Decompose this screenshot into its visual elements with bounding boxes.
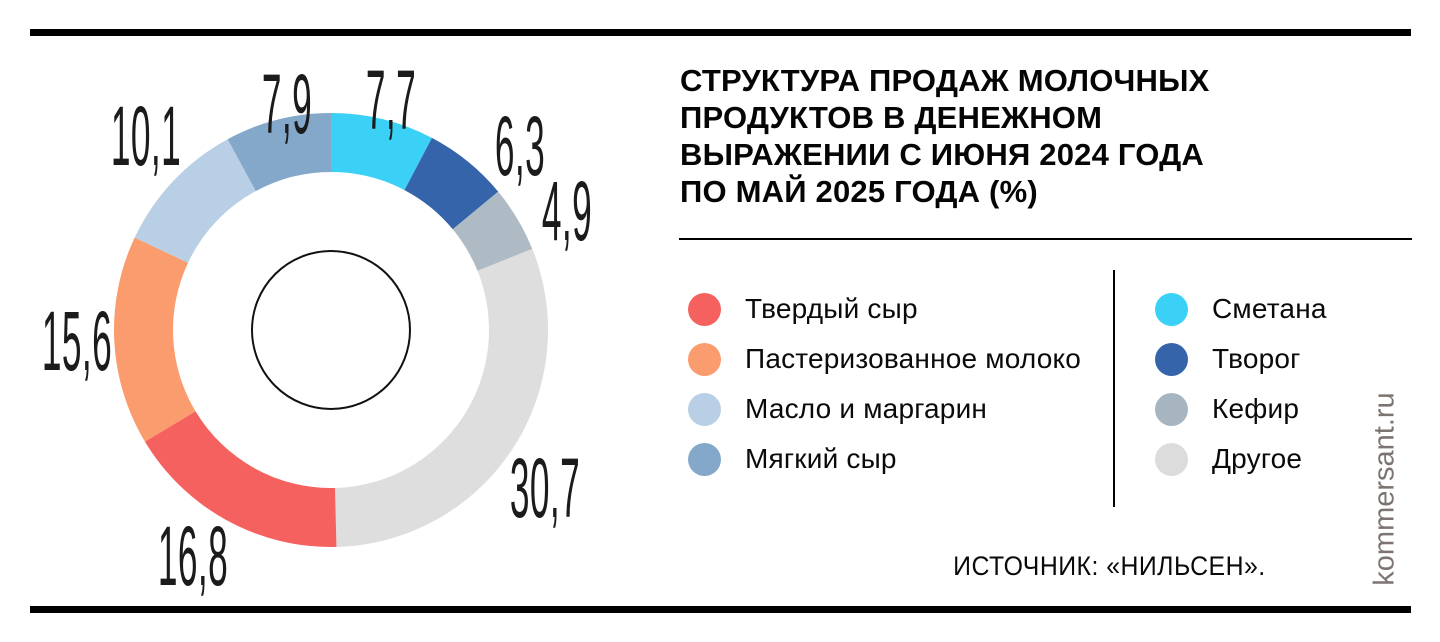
legend-divider <box>1113 270 1115 507</box>
legend-swatch-icon <box>1155 442 1188 476</box>
segment-value-label: 16,8 <box>157 509 229 603</box>
segment-value-label: 6,3 <box>494 99 546 193</box>
title-line-4: ПО МАЙ 2025 ГОДА (%) <box>680 174 1038 209</box>
legend-swatch-icon <box>1155 392 1188 426</box>
chart-title: СТРУКТУРА ПРОДАЖ МОЛОЧНЫХ ПРОДУКТОВ В ДЕ… <box>680 62 1210 210</box>
donut-segment-1 <box>331 113 432 191</box>
legend-column-right: Сметана Творог Кефир Другое <box>1155 284 1327 484</box>
center-circle <box>251 250 411 410</box>
legend-swatch-icon <box>1155 342 1188 376</box>
title-line-3: ВЫРАЖЕНИИ С ИЮНЯ 2024 ГОДА <box>680 137 1204 172</box>
legend-swatch-icon <box>688 342 721 376</box>
legend-column-left: Твердый сыр Пастеризованное молоко Масло и… <box>688 284 1081 484</box>
watermark: kommersant.ru <box>1368 392 1401 586</box>
segment-value-label: 30,7 <box>509 441 581 535</box>
legend-label: Твердый сыр <box>745 293 918 324</box>
segment-value-label: 10,1 <box>110 89 182 183</box>
segment-value-label: 7,7 <box>365 53 417 147</box>
legend-item: Другое <box>1155 434 1327 484</box>
legend-label: Другое <box>1212 443 1303 474</box>
legend-label: Масло и маргарин <box>745 393 988 424</box>
legend-label: Мягкий сыр <box>745 443 897 474</box>
donut-segment-4 <box>334 248 549 547</box>
donut-segment-5 <box>144 411 337 547</box>
legend-label: Пастеризованное молоко <box>745 343 1082 374</box>
top-rule <box>30 29 1411 36</box>
title-line-1: СТРУКТУРА ПРОДАЖ МОЛОЧНЫХ <box>680 63 1210 98</box>
legend-label: Сметана <box>1212 293 1327 324</box>
legend-item: Мягкий сыр <box>688 434 1081 484</box>
source-credit: ИСТОЧНИК: «НИЛЬСЕН». <box>953 551 1266 581</box>
donut-segment-7 <box>134 139 256 263</box>
legend-item: Пастеризованное молоко <box>688 334 1081 384</box>
donut-segment-3 <box>452 191 533 271</box>
legend-item: Сметана <box>1155 284 1327 334</box>
legend-label: Творог <box>1212 343 1301 374</box>
legend-label: Кефир <box>1212 393 1300 424</box>
legend-item: Кефир <box>1155 384 1327 434</box>
legend-item: Масло и маргарин <box>688 384 1081 434</box>
legend-item: Твердый сыр <box>688 284 1081 334</box>
bottom-rule <box>30 606 1411 613</box>
segment-value-label: 4,9 <box>541 164 593 258</box>
title-divider <box>679 238 1412 240</box>
donut-chart <box>114 113 549 547</box>
legend-swatch-icon <box>688 392 721 426</box>
donut-segment-8 <box>227 113 331 192</box>
legend-swatch-icon <box>688 442 721 476</box>
segment-value-label: 15,6 <box>41 294 113 388</box>
legend-item: Творог <box>1155 334 1327 384</box>
donut-segment-6 <box>114 237 196 442</box>
title-line-2: ПРОДУКТОВ В ДЕНЕЖНОМ <box>680 100 1103 135</box>
donut-segment-2 <box>404 137 499 230</box>
segment-value-label: 7,9 <box>261 57 313 151</box>
legend-swatch-icon <box>1155 292 1188 326</box>
legend-swatch-icon <box>688 292 721 326</box>
